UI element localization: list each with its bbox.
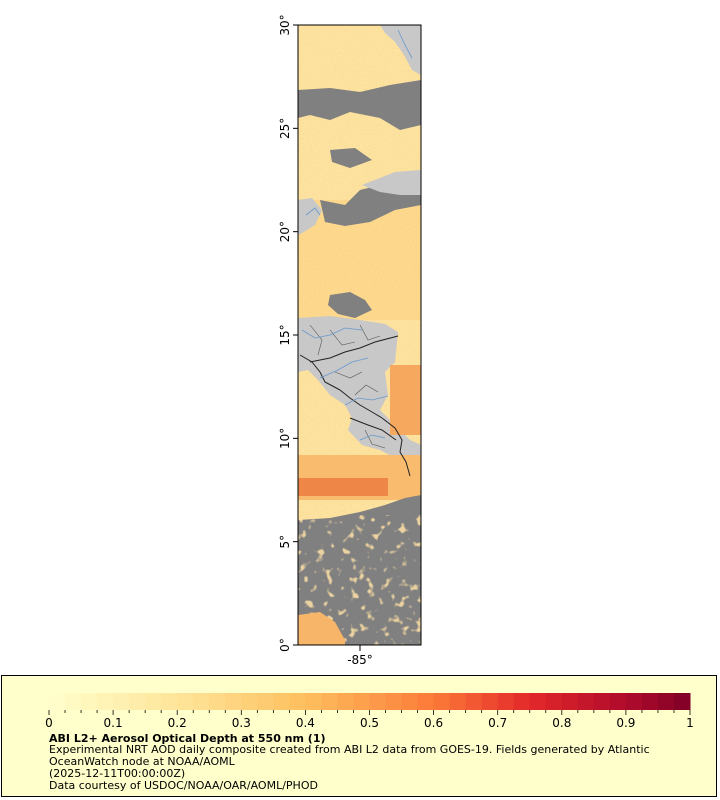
- colorbar-cell: [417, 693, 435, 710]
- latitude-axis: 0° 5° 10° 15° 20° 25° 30°: [278, 14, 298, 652]
- land-central-america: [298, 316, 421, 478]
- colorbar-cell: [321, 693, 338, 710]
- colorbar-cell: [369, 693, 387, 710]
- colorbar-cell: [529, 693, 547, 710]
- no-data-north-2: [330, 148, 372, 168]
- colorbar-tick-label: 0.3: [232, 716, 251, 730]
- lat-tick-label: 30°: [278, 14, 292, 35]
- colorbar-cell: [337, 693, 354, 710]
- lat-tick-label: 10°: [278, 428, 292, 449]
- colorbar-cell: [225, 693, 242, 710]
- colorbar-cell: [497, 693, 515, 710]
- lat-tick-label: 20°: [278, 221, 292, 242]
- land-yucatan: [362, 170, 421, 195]
- legend-credit: Data courtesy of USDOC/NOAA/OAR/AOML/PHO…: [49, 779, 318, 792]
- aod-map: 0° 5° 10° 15° 20° 25° 30° -85°: [278, 14, 422, 667]
- land-west-coast: [298, 198, 322, 235]
- colorbar-cell: [609, 693, 627, 710]
- colorbar-cell: [161, 693, 178, 710]
- colorbar-cell: [481, 693, 499, 710]
- legend-panel: 0 0.1 0.2 0.3 0.4 0.5 0.6 0.7 0.8 0.9 1 ABI L2+ Ae…: [1, 675, 717, 797]
- colorbar-cell: [433, 693, 451, 710]
- colorbar-cell: [593, 693, 611, 710]
- colorbar-cell: [113, 693, 130, 710]
- no-data-north: [298, 80, 421, 130]
- colorbar-tick-label: 0.5: [360, 716, 379, 730]
- colorbar-cell: [513, 693, 531, 710]
- colorbar-cell: [241, 693, 258, 710]
- longitude-axis: -85°: [347, 645, 373, 667]
- country-borders: [299, 335, 411, 477]
- colorbar-cell: [81, 693, 98, 710]
- colorbar: 0 0.1 0.2 0.3 0.4 0.5 0.6 0.7 0.8 0.9 1: [45, 693, 694, 730]
- colorbar-cell: [465, 693, 483, 710]
- colorbar-cell: [49, 693, 66, 710]
- colorbar-cell: [625, 693, 643, 710]
- lon-tick-label: -85°: [347, 653, 373, 667]
- legend-description: Experimental NRT AOD daily composite cre…: [49, 743, 650, 768]
- colorbar-tick-label: 0.1: [104, 716, 123, 730]
- colorbar-cell: [273, 693, 290, 710]
- legend-title: ABI L2+ Aerosol Optical Depth at 550 nm …: [49, 732, 326, 745]
- lat-tick-label: 0°: [278, 638, 292, 652]
- colorbar-cell: [673, 693, 691, 710]
- colorbar-cell: [289, 693, 306, 710]
- no-data-mid-2: [328, 292, 372, 318]
- colorbar-tick-label: 0: [45, 716, 53, 730]
- colorbar-cell: [177, 693, 194, 710]
- map-raster: [298, 25, 421, 645]
- colorbar-tick-label: 1: [686, 716, 694, 730]
- colorbar-cell: [65, 693, 82, 710]
- colorbar-cell: [353, 693, 370, 710]
- colorbar-cell: [545, 693, 563, 710]
- colorbar-tick-label: 0.2: [168, 716, 187, 730]
- colorbar-cell: [145, 693, 162, 710]
- colorbar-cell: [577, 693, 595, 710]
- colorbar-tick-label: 0.9: [616, 716, 635, 730]
- aod-high-east: [390, 365, 421, 435]
- colorbar-tick-label: 0.8: [552, 716, 571, 730]
- colorbar-cell: [305, 693, 322, 710]
- colorbar-tick-label: 0.4: [296, 716, 315, 730]
- colorbar-cell: [449, 693, 467, 710]
- colorbar-cells: [49, 693, 691, 710]
- legend-time: (2025-12-11T00:00:00Z): [49, 767, 186, 780]
- lat-tick-label: 5°: [278, 535, 292, 549]
- rivers: [301, 29, 413, 441]
- colorbar-cell: [193, 693, 210, 710]
- colorbar-cell: [385, 693, 403, 710]
- land-north: [380, 25, 421, 75]
- colorbar-tick-label: 0.7: [488, 716, 507, 730]
- colorbar-cell: [209, 693, 226, 710]
- province-borders: [309, 324, 386, 449]
- lat-tick-label: 15°: [278, 324, 292, 345]
- aod-south-corner: [298, 612, 345, 645]
- colorbar-cell: [401, 693, 419, 710]
- colorbar-cell: [129, 693, 146, 710]
- colorbar-cell: [561, 693, 579, 710]
- colorbar-tick-label: 0.6: [424, 716, 443, 730]
- colorbar-ticks: 0 0.1 0.2 0.3 0.4 0.5 0.6 0.7 0.8 0.9 1: [45, 710, 694, 730]
- aod-high-band-core: [298, 478, 388, 496]
- colorbar-cell: [257, 693, 274, 710]
- colorbar-cell: [657, 693, 675, 710]
- colorbar-cell: [97, 693, 114, 710]
- colorbar-cell: [641, 693, 659, 710]
- lat-tick-label: 25°: [278, 118, 292, 139]
